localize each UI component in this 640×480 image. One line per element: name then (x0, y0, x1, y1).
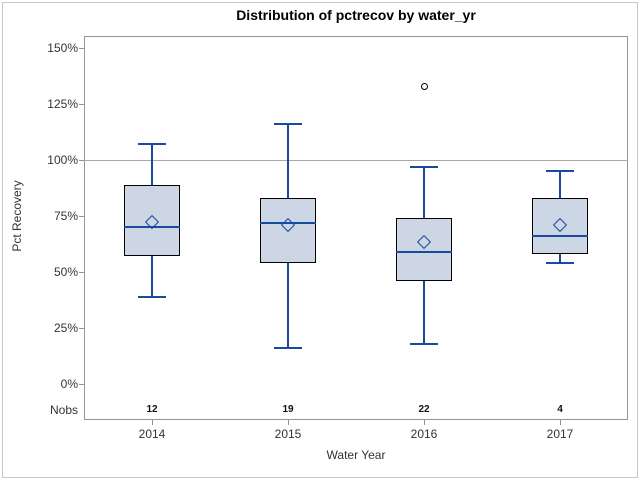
whisker-cap-upper (138, 143, 166, 146)
whisker-cap-lower (138, 295, 166, 298)
y-axis-tick (79, 272, 84, 273)
whisker-cap-lower (546, 262, 574, 264)
median-line (124, 226, 180, 229)
x-axis-tick (560, 420, 561, 425)
y-axis-tick-label: 25% (53, 321, 78, 335)
y-axis-tick (79, 384, 84, 385)
y-axis-tick (79, 104, 84, 105)
box-iqr (124, 184, 180, 257)
nobs-value: 22 (418, 404, 430, 415)
y-axis-tick-label: 150% (47, 41, 78, 55)
y-axis-tick (79, 328, 84, 329)
x-axis-tick (424, 420, 425, 425)
nobs-row-label: Nobs (49, 403, 78, 417)
whisker-cap-upper (410, 165, 438, 168)
y-axis-tick-label: 75% (53, 209, 78, 223)
y-axis-tick (79, 216, 84, 217)
x-axis-tick (288, 420, 289, 425)
x-axis-tick (152, 420, 153, 425)
y-axis-tick-label: 0% (60, 377, 78, 391)
nobs-value: 12 (146, 404, 158, 415)
x-axis-category-label: 2014 (138, 427, 166, 441)
x-axis-category-label: 2015 (274, 427, 302, 441)
whisker-cap-lower (274, 347, 302, 350)
median-line (260, 221, 316, 224)
x-axis-title: Water Year (326, 448, 386, 462)
reference-line-100pct (84, 160, 628, 161)
outlier-marker (420, 82, 428, 90)
x-axis-category-label: 2017 (546, 427, 574, 441)
whisker-cap-lower (410, 342, 438, 345)
median-line (532, 235, 588, 238)
nobs-value: 19 (282, 404, 294, 415)
box-iqr (396, 218, 452, 281)
chart-title: Distribution of pctrecov by water_yr (236, 7, 476, 23)
median-line (396, 250, 452, 253)
y-axis-tick-label: 100% (47, 153, 78, 167)
y-axis-tick (79, 160, 84, 161)
x-axis-category-label: 2016 (410, 427, 438, 441)
whisker-cap-upper (274, 123, 302, 126)
nobs-value: 4 (557, 404, 563, 415)
box-iqr (260, 198, 316, 264)
whisker-cap-upper (546, 170, 574, 173)
y-axis-tick (79, 48, 84, 49)
y-axis-tick-label: 50% (53, 265, 78, 279)
box-iqr (532, 198, 588, 255)
y-axis-tick-label: 125% (47, 97, 78, 111)
